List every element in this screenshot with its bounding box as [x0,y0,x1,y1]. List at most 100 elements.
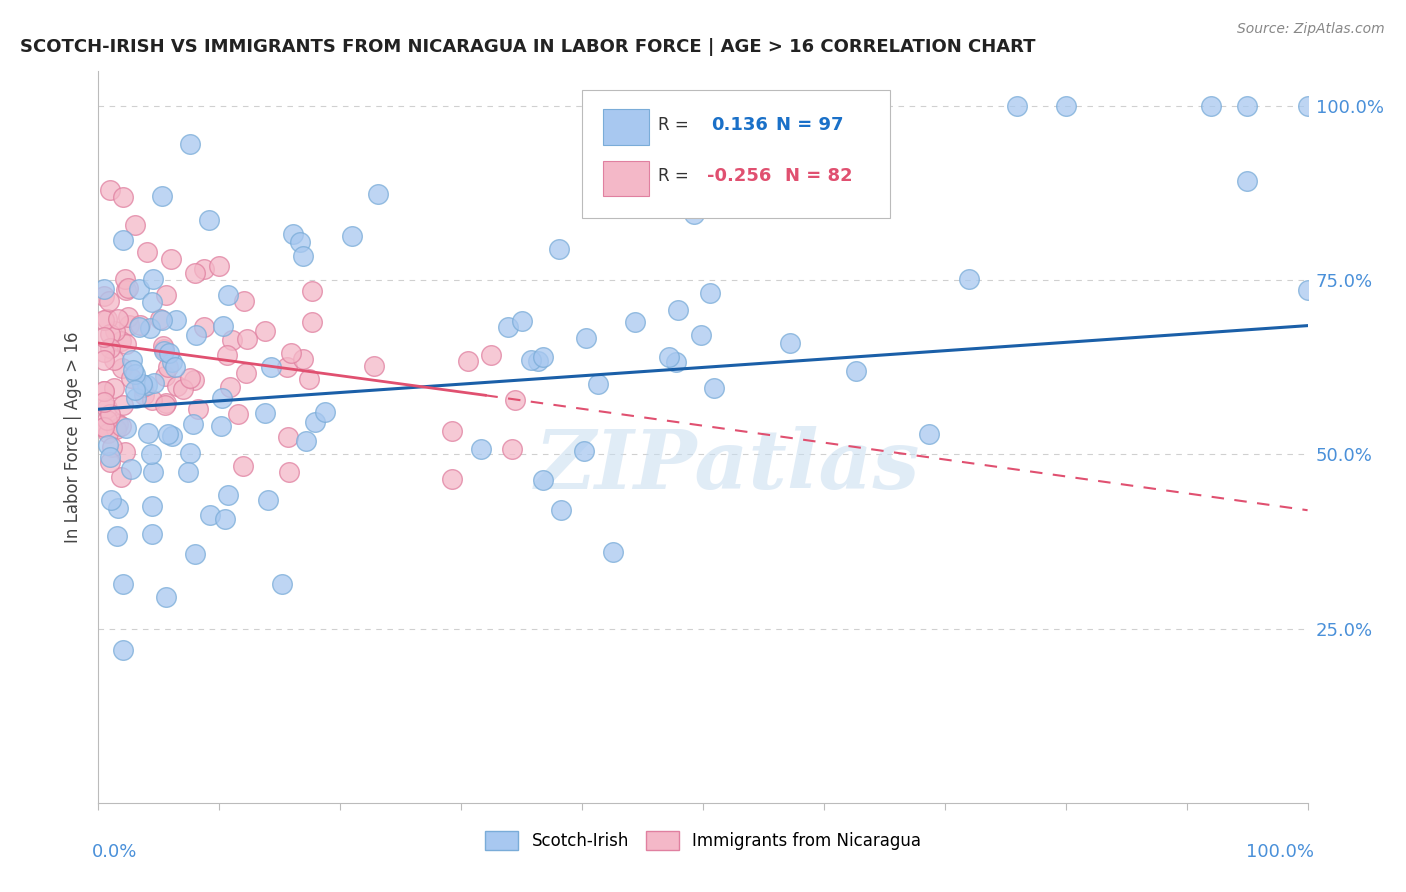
Point [150,313,173,327]
Point [98,450,121,464]
Point [301,315,323,329]
Point [221,333,243,347]
Point [498,320,520,334]
Point [115,421,138,435]
Point [98,327,121,342]
Point [845,363,868,377]
Point [93,289,115,303]
Point [112,398,135,412]
Point [314,405,336,419]
Point [340,228,363,243]
Point [470,442,492,456]
Point [440,472,463,486]
Point [193,262,215,277]
Bar [603,161,648,195]
Point [236,333,259,347]
Point [149,311,172,326]
Point [112,577,135,591]
Point [157,359,180,374]
Point [112,233,135,247]
Text: R =: R = [658,167,695,185]
Text: 0.136: 0.136 [711,116,768,134]
Point [184,547,207,561]
Point [143,376,166,390]
Point [150,189,173,203]
Point [107,311,129,326]
Point [586,376,609,391]
Point [157,346,180,360]
Point [115,336,138,351]
Point [520,353,543,368]
Point [172,382,194,396]
Point [110,334,132,348]
Point [690,327,713,342]
Point [292,352,315,367]
Point [131,376,153,391]
Point [141,392,163,407]
Point [134,388,156,402]
Point [103,381,125,395]
Point [107,501,129,516]
Point [256,492,278,507]
Point [93,330,115,344]
Point [93,420,115,434]
Point [217,487,239,501]
Point [1199,99,1222,113]
Point [110,469,132,483]
Point [211,391,233,405]
Point [457,354,479,368]
Point [527,354,550,368]
Point [111,360,134,375]
Point [232,458,254,473]
Point [183,373,205,387]
Point [658,350,681,364]
Point [160,355,183,369]
Point [957,272,980,286]
Text: R =: R = [658,116,695,134]
Point [135,245,157,260]
Point [114,444,136,458]
Point [304,415,326,429]
Text: -0.256: -0.256 [707,167,770,185]
Point [93,344,115,359]
Point [98,454,121,468]
Point [139,447,162,461]
Point [572,443,595,458]
Point [253,406,276,420]
Point [120,371,142,385]
Point [120,462,142,476]
Point [153,343,176,358]
Point [288,235,311,249]
Point [141,294,163,309]
Bar [603,110,648,145]
Point [212,318,235,333]
Point [118,318,141,333]
Point [703,381,725,395]
Point [139,320,162,334]
Point [110,419,132,434]
Point [136,426,159,441]
Point [301,284,323,298]
Point [107,417,129,431]
Point [226,407,249,421]
Legend: Scotch-Irish, Immigrants from Nicaragua: Scotch-Irish, Immigrants from Nicaragua [478,824,928,856]
Point [232,294,254,309]
Point [177,465,200,479]
Point [93,420,115,434]
Point [217,287,239,301]
Point [918,427,941,442]
Point [295,434,318,449]
Point [104,324,127,338]
Point [179,446,201,460]
Point [132,380,155,394]
Point [100,440,122,454]
Point [218,379,240,393]
Point [165,313,187,327]
Point [184,327,207,342]
Point [156,426,179,441]
Text: 100.0%: 100.0% [1246,843,1313,861]
Point [276,359,298,374]
Point [115,283,138,297]
Point [128,320,150,334]
Point [111,642,134,657]
